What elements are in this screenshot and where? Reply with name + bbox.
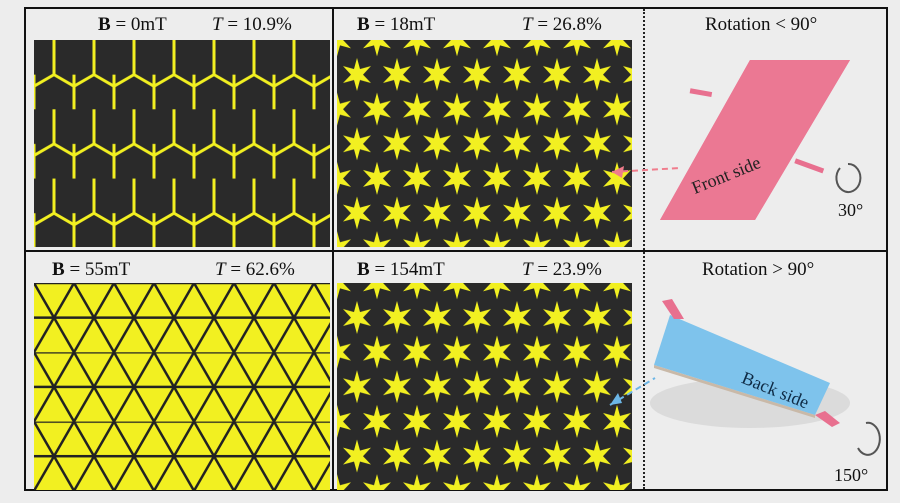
rotation-greater-title: Rotation > 90° xyxy=(702,259,815,280)
panel-4-field-label: B = 154mT xyxy=(357,259,445,280)
figure-frame xyxy=(24,7,888,491)
divider xyxy=(24,250,888,252)
panel-3-transmittance-label: T = 62.6% xyxy=(215,259,295,280)
panel-1-field-label: B = 0mT xyxy=(98,14,167,35)
panel-2-field-label: B = 18mT xyxy=(357,14,436,35)
dotted-divider xyxy=(643,9,645,489)
divider xyxy=(332,7,334,491)
panel-2-photo xyxy=(337,40,632,247)
panel-4-photo xyxy=(337,283,632,490)
rotation-less-title: Rotation < 90° xyxy=(705,14,818,35)
panel-1-photo xyxy=(34,40,330,247)
front-plate-schematic xyxy=(611,60,862,220)
panel-2-transmittance-label: T = 26.8% xyxy=(522,14,602,35)
panel-4-transmittance-label: T = 23.9% xyxy=(522,259,602,280)
angle-150-label: 150° xyxy=(834,465,869,485)
angle-30-label: 30° xyxy=(838,200,864,220)
panel-3-photo xyxy=(34,283,330,490)
panel-3-field-label: B = 55mT xyxy=(52,259,131,280)
panel-1-transmittance-label: T = 10.9% xyxy=(212,14,292,35)
back-plate-schematic xyxy=(609,299,881,456)
